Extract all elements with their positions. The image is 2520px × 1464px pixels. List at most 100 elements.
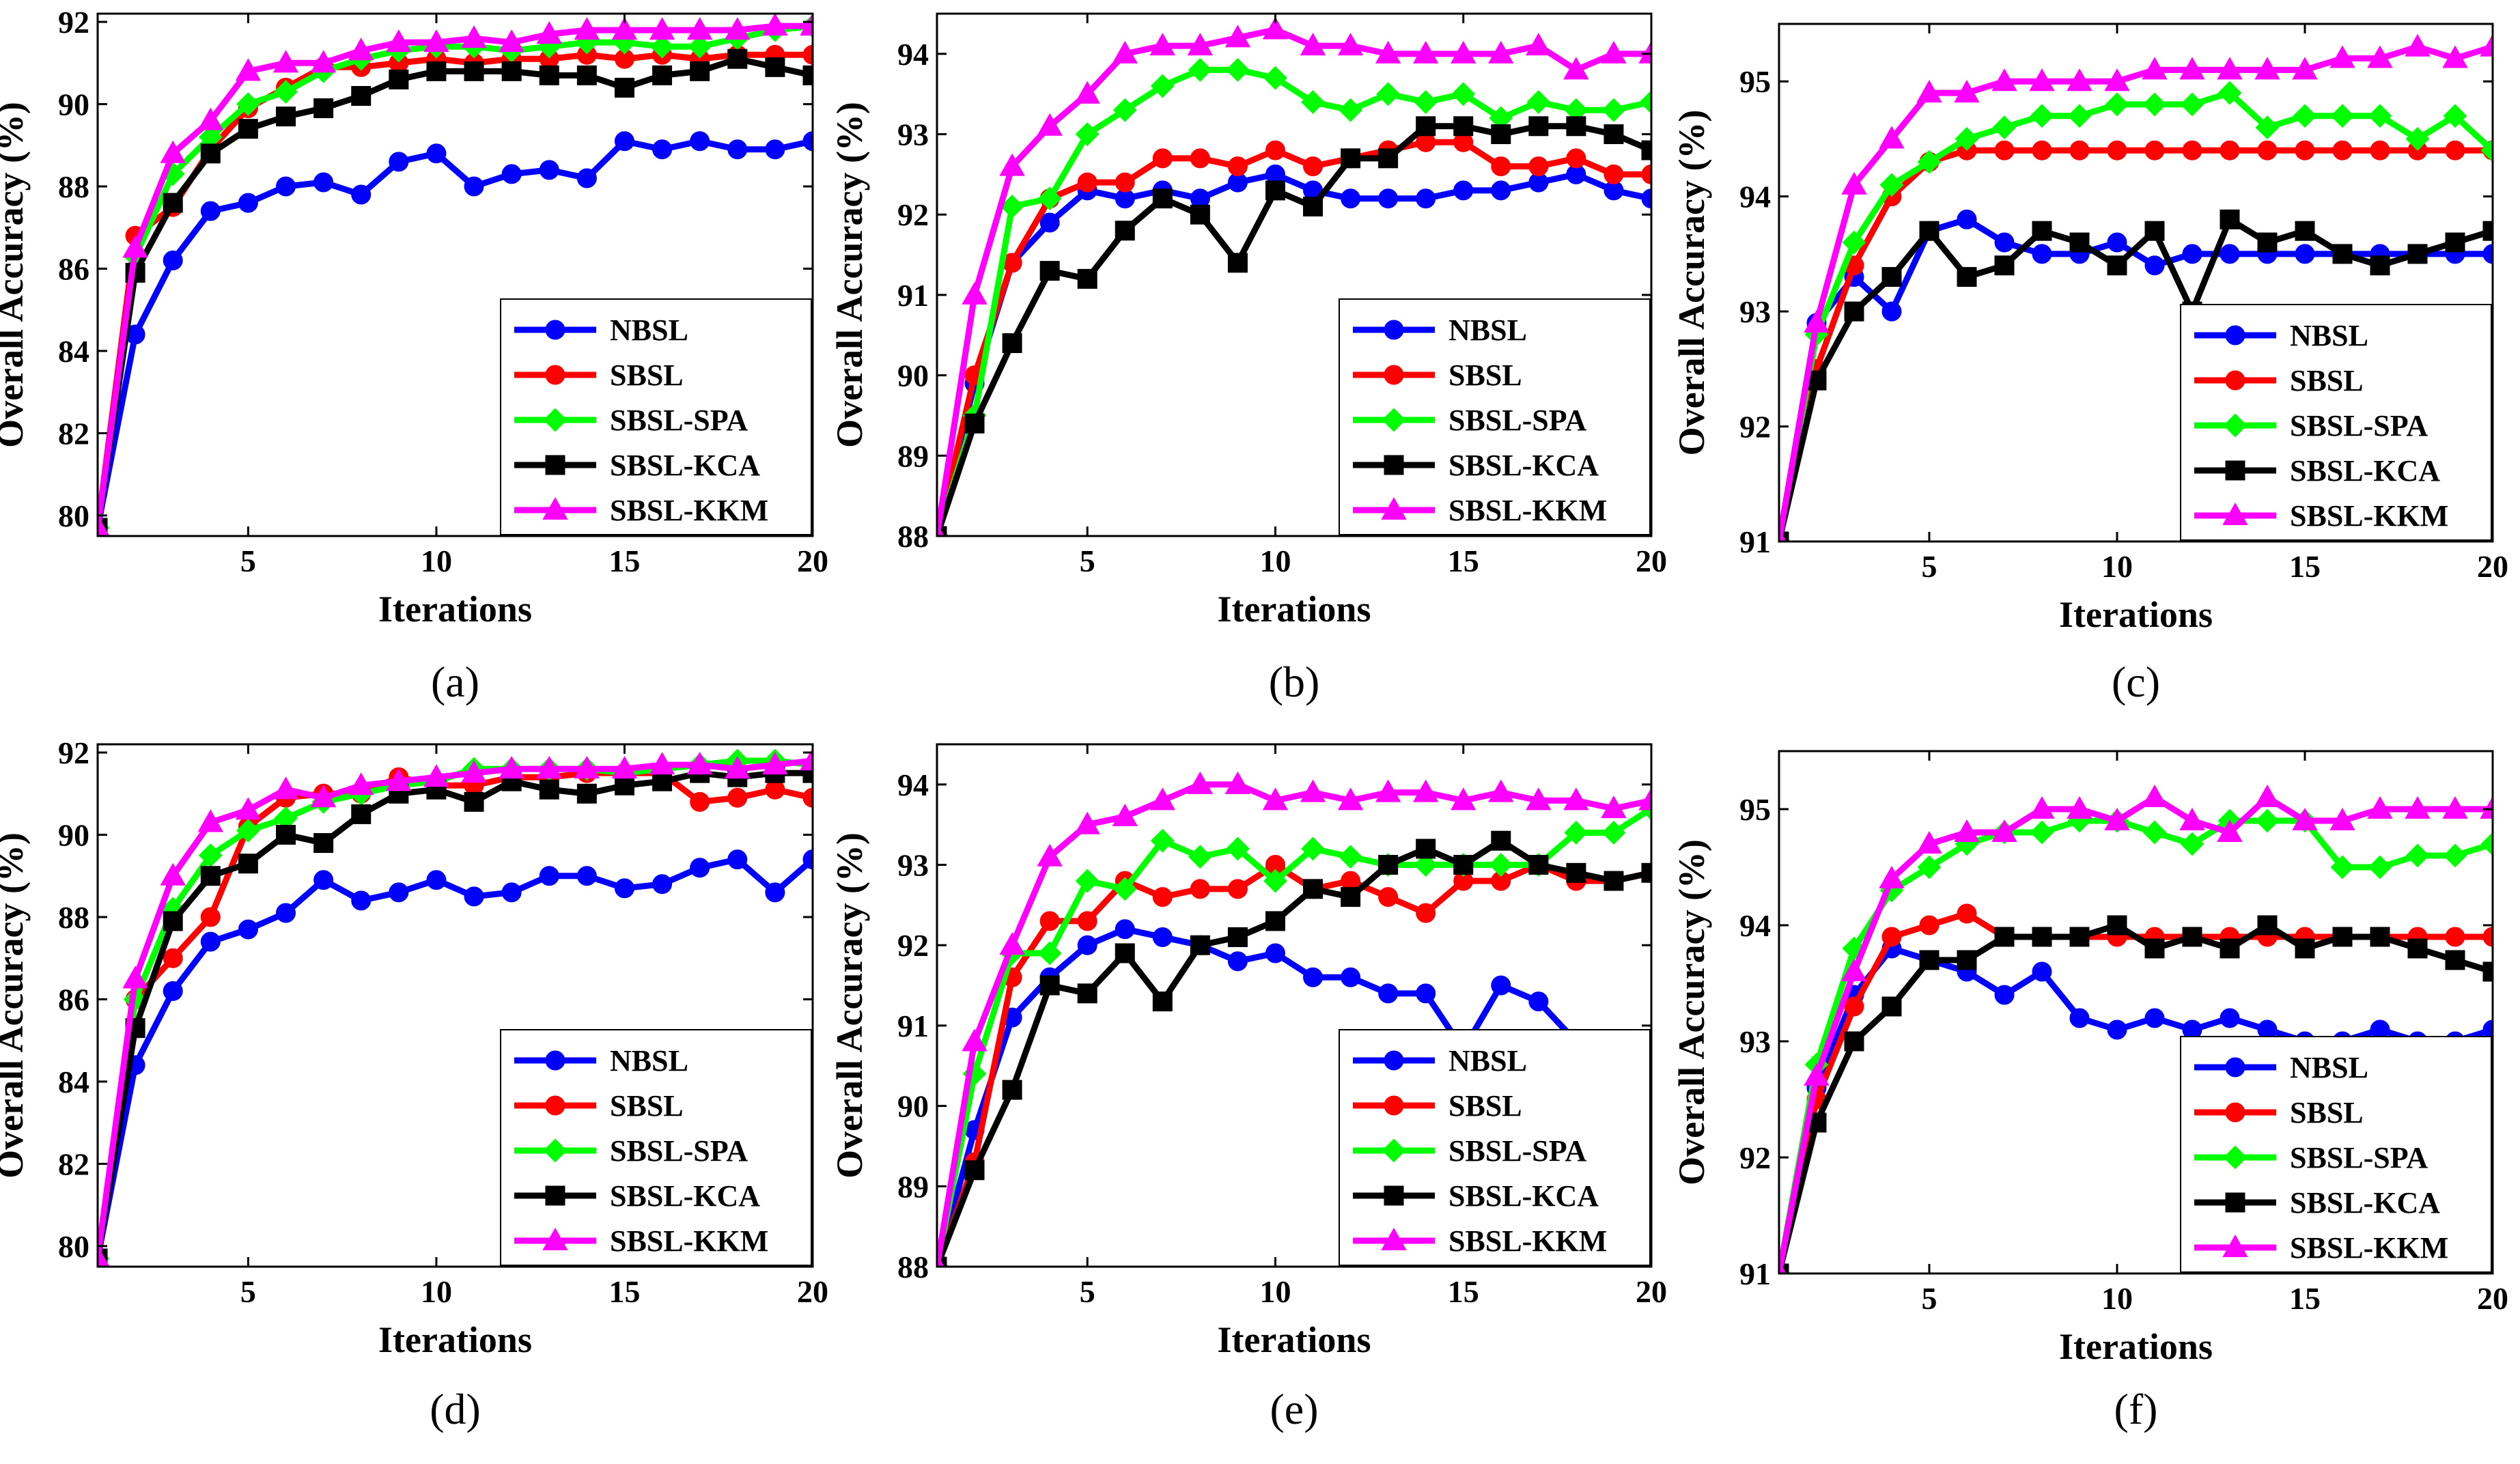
data-point: [1378, 887, 1399, 907]
data-point: [1337, 787, 1364, 811]
data-point: [688, 34, 712, 59]
data-point: [235, 797, 262, 820]
y-axis-label: Overall Accuracy (%): [1671, 839, 1712, 1185]
data-point: [1152, 148, 1173, 169]
data-point: [1957, 267, 1977, 287]
data-point: [238, 854, 258, 874]
x-tick-label: 20: [2477, 1281, 2508, 1316]
legend-label: SBSL: [2290, 1096, 2364, 1129]
data-point: [2292, 57, 2318, 80]
panel-caption: (c): [2112, 658, 2160, 706]
data-point: [727, 48, 748, 69]
data-point: [652, 139, 673, 160]
data-point: [2144, 221, 2165, 241]
y-tick-label: 90: [897, 1089, 929, 1124]
data-point: [1451, 40, 1476, 64]
y-tick-label: 93: [897, 117, 929, 152]
data-point: [2482, 244, 2493, 264]
data-point: [1954, 80, 1980, 103]
data-point: [2295, 938, 2315, 959]
data-point: [1881, 927, 1902, 947]
legend-marker: [545, 320, 565, 340]
series-group: [937, 16, 1651, 536]
data-point: [1641, 164, 1651, 184]
data-point: [1451, 787, 1476, 811]
legend: NBSL SBSL SBSL-SPA SBSL-KCA SBSL-KKM: [1339, 298, 1651, 535]
y-axis-label: Overall Accuracy (%): [829, 102, 870, 448]
data-point: [2142, 57, 2168, 80]
chart-panel-d: 5 10 15 20 80 82 84 86 88 90 92 Iterations Overall A…: [0, 735, 828, 1433]
data-point: [2107, 140, 2127, 160]
data-point: [1604, 871, 1624, 891]
data-point: [1074, 81, 1100, 104]
data-point: [2370, 140, 2390, 160]
data-point: [2144, 1008, 2165, 1028]
data-point: [962, 281, 988, 305]
data-point: [2032, 961, 2052, 982]
data-point: [2220, 140, 2240, 160]
legend-label: SBSL-KKM: [2290, 499, 2448, 533]
data-point: [426, 143, 447, 164]
data-point: [1994, 140, 2015, 160]
data-point: [2480, 832, 2493, 856]
data-point: [2180, 832, 2204, 856]
data-point: [686, 17, 713, 40]
y-tick-label: 84: [58, 1065, 89, 1099]
y-tick-label: 94: [897, 768, 929, 802]
y-tick-label: 89: [897, 1169, 929, 1204]
data-point: [160, 862, 186, 886]
legend-marker: [543, 1138, 568, 1163]
data-point: [313, 98, 334, 119]
data-point: [2442, 45, 2468, 68]
data-point: [1641, 188, 1651, 209]
data-point: [2142, 784, 2168, 807]
data-point: [576, 783, 597, 804]
data-point: [1919, 915, 1940, 935]
data-point: [163, 193, 183, 213]
x-tick-label: 20: [2477, 549, 2508, 584]
data-point: [765, 882, 785, 903]
data-point: [389, 882, 409, 903]
series-group: [1779, 784, 2493, 1273]
y-tick-label: 93: [1739, 1024, 1771, 1059]
data-point: [727, 139, 748, 160]
data-point: [2292, 807, 2318, 830]
data-point: [1526, 90, 1551, 114]
data-point: [1039, 911, 1060, 931]
data-point: [1641, 862, 1651, 883]
data-point: [98, 514, 110, 536]
data-point: [1994, 985, 2015, 1005]
data-point: [1303, 879, 1324, 899]
data-point: [1227, 253, 1248, 273]
y-tick-label: 91: [897, 1009, 929, 1043]
data-point: [576, 65, 597, 85]
data-point: [536, 756, 562, 779]
data-point: [313, 172, 334, 193]
legend-label: NBSL: [610, 1044, 688, 1078]
data-point: [1414, 853, 1438, 877]
data-point: [2482, 1019, 2493, 1040]
data-point: [1957, 903, 1977, 924]
y-tick-label: 93: [897, 848, 929, 883]
data-point: [1488, 40, 1514, 64]
data-point: [1152, 887, 1173, 907]
legend-label: SBSL-KCA: [2290, 454, 2440, 488]
data-point: [2332, 927, 2353, 947]
data-point: [1303, 196, 1324, 216]
x-axis-label: Iterations: [378, 589, 532, 630]
data-point: [1954, 819, 1980, 842]
legend-marker: [542, 496, 568, 520]
data-point: [200, 143, 221, 164]
data-point: [1263, 869, 1287, 893]
data-point: [1641, 140, 1651, 160]
data-point: [1604, 124, 1624, 145]
data-point: [1528, 116, 1549, 137]
legend-marker: [1381, 496, 1407, 520]
data-point: [501, 882, 522, 903]
legend-marker: [545, 1185, 565, 1206]
data-point: [1378, 855, 1399, 875]
legend-marker: [1384, 1050, 1404, 1071]
data-point: [1337, 33, 1364, 56]
data-point: [464, 791, 484, 812]
data-point: [1414, 90, 1438, 114]
